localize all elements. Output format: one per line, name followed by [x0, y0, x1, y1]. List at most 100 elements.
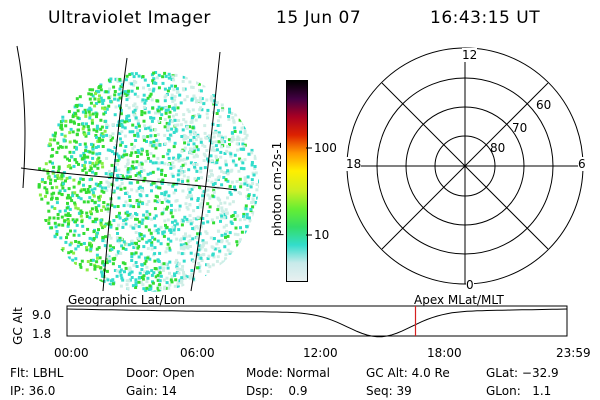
emission-pixel: [212, 94, 216, 98]
emission-pixel: [152, 140, 156, 144]
status-door: Door: Open: [126, 366, 195, 380]
emission-pixel: [118, 137, 122, 141]
emission-pixel: [144, 98, 148, 102]
emission-pixel: [148, 257, 152, 261]
emission-pixel: [140, 276, 144, 279]
emission-pixel: [90, 118, 94, 122]
emission-pixel: [222, 225, 226, 229]
emission-pixel: [201, 198, 205, 202]
emission-pixel: [89, 92, 93, 96]
emission-pixel: [132, 104, 136, 108]
emission-pixel: [125, 279, 129, 283]
emission-pixel: [166, 108, 170, 112]
emission-pixel: [238, 218, 242, 222]
emission-pixel: [200, 201, 204, 205]
emission-pixel: [126, 213, 130, 217]
emission-pixel: [134, 231, 138, 234]
emission-pixel: [51, 147, 55, 151]
emission-pixel: [110, 183, 114, 187]
emission-pixel: [117, 196, 121, 200]
emission-pixel: [198, 108, 202, 112]
emission-pixel: [99, 133, 103, 137]
emission-pixel: [57, 165, 61, 169]
polar-label-0: 0: [466, 278, 474, 292]
emission-pixel: [242, 167, 246, 171]
emission-pixel: [145, 149, 149, 153]
emission-pixel: [104, 186, 108, 190]
emission-pixel: [167, 115, 171, 119]
emission-pixel: [97, 228, 100, 232]
emission-pixel: [237, 191, 241, 194]
emission-pixel: [236, 233, 240, 237]
emission-pixel: [105, 253, 109, 257]
emission-pixel: [161, 269, 165, 272]
emission-pixel: [125, 174, 129, 178]
emission-pixel: [238, 157, 242, 161]
emission-pixel: [181, 268, 184, 272]
emission-pixel: [91, 258, 95, 262]
emission-pixel: [49, 154, 53, 158]
polar-label-12: 12: [462, 48, 478, 62]
emission-pixel: [131, 160, 135, 164]
emission-pixel: [134, 166, 138, 170]
emission-pixel: [220, 145, 223, 149]
emission-pixel: [51, 133, 55, 137]
emission-pixel: [91, 94, 95, 98]
emission-pixel: [156, 139, 160, 143]
emission-pixel: [236, 243, 240, 247]
emission-pixel: [100, 189, 104, 193]
emission-pixel: [138, 271, 142, 275]
emission-pixel: [79, 242, 83, 246]
emission-pixel: [192, 281, 196, 284]
emission-pixel: [173, 95, 177, 99]
emission-pixel: [142, 274, 146, 278]
emission-pixel: [189, 222, 193, 226]
emission-pixel: [52, 216, 56, 220]
emission-pixel: [111, 278, 115, 282]
emission-pixel: [132, 246, 136, 249]
emission-pixel: [174, 123, 178, 127]
emission-pixel: [140, 237, 144, 241]
emission-pixel: [141, 218, 145, 222]
emission-pixel: [112, 258, 116, 262]
emission-pixel: [99, 127, 103, 131]
emission-pixel: [69, 250, 73, 254]
emission-pixel: [219, 201, 223, 205]
emission-pixel: [138, 193, 142, 197]
emission-pixel: [95, 209, 99, 213]
emission-pixel: [223, 201, 227, 205]
emission-pixel: [160, 168, 164, 172]
emission-pixel: [99, 223, 103, 227]
emission-pixel: [74, 140, 78, 144]
uv-globe-image: [16, 45, 259, 292]
emission-pixel: [123, 218, 127, 222]
emission-pixel: [219, 150, 223, 154]
emission-pixel: [55, 232, 59, 236]
emission-pixel: [124, 78, 128, 82]
emission-pixel: [145, 286, 149, 290]
emission-pixel: [95, 247, 99, 251]
emission-pixel: [50, 186, 54, 190]
emission-pixel: [68, 207, 72, 211]
emission-pixel: [149, 116, 153, 120]
emission-pixel: [196, 216, 200, 220]
emission-pixel: [130, 239, 134, 243]
emission-pixel: [113, 269, 117, 272]
emission-pixel: [156, 156, 160, 160]
emission-pixel: [110, 163, 114, 167]
emission-pixel: [184, 235, 188, 239]
emission-pixel: [130, 82, 134, 86]
emission-pixel: [217, 140, 221, 144]
graticule-meridian-west: [16, 45, 26, 189]
emission-pixel: [157, 198, 161, 202]
emission-pixel: [118, 236, 122, 240]
emission-pixel: [84, 191, 88, 194]
emission-pixel: [125, 283, 129, 287]
emission-pixel: [200, 176, 204, 180]
emission-pixel: [213, 182, 217, 185]
emission-pixel: [204, 248, 208, 252]
emission-pixel: [246, 196, 250, 200]
emission-pixel: [134, 251, 138, 255]
emission-pixel: [230, 112, 234, 115]
emission-pixel: [179, 166, 183, 170]
